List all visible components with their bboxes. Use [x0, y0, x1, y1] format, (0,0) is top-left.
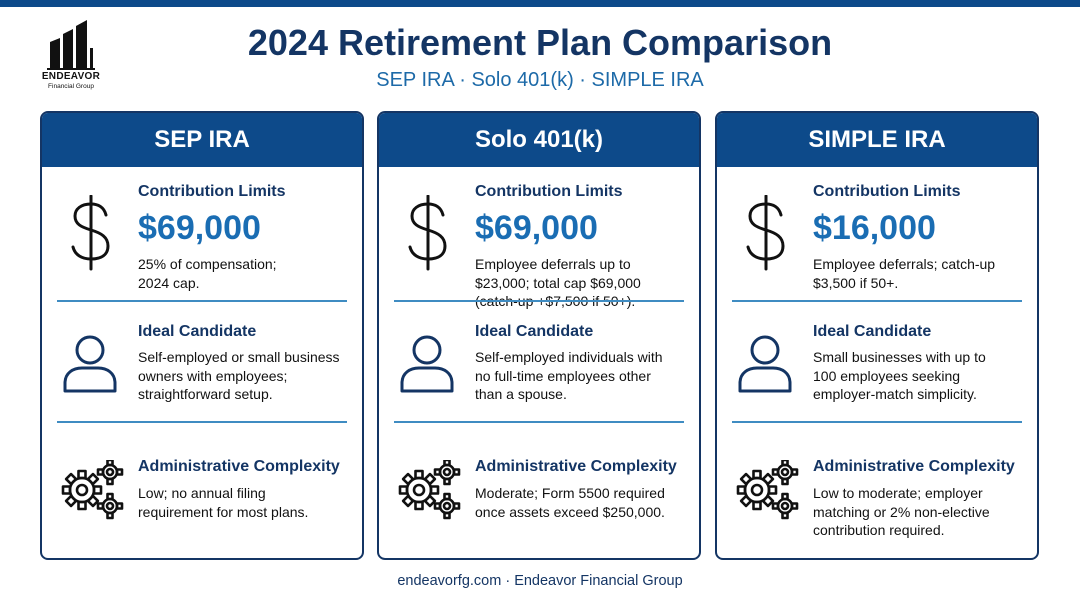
section-divider	[394, 300, 684, 302]
section-title: Administrative Complexity	[475, 458, 677, 475]
person-icon	[738, 335, 792, 393]
contribution-amount: $69,000	[475, 209, 598, 247]
section-title: Ideal Candidate	[813, 323, 932, 340]
section-divider	[57, 300, 347, 302]
text-line: than a spouse.	[475, 386, 567, 402]
admin-details: Moderate; Form 5500 required once assets…	[475, 484, 699, 521]
person-icon	[63, 335, 117, 393]
text-line: 100 employees seeking	[813, 367, 961, 384]
text-line: straightforward setup.	[138, 386, 273, 402]
text-line: matching or 2% non-elective	[813, 503, 990, 520]
admin-details: Low to moderate; employer matching or 2%…	[813, 484, 1037, 540]
section-divider	[57, 421, 347, 423]
gears-icon	[398, 460, 461, 520]
text-line: contribution required.	[813, 522, 945, 538]
card-title: SEP IRA	[42, 113, 362, 167]
section-divider	[732, 300, 1022, 302]
text-line: Small businesses with up to	[813, 349, 986, 365]
section-title: Ideal Candidate	[475, 323, 594, 340]
contribution-amount: $16,000	[813, 209, 936, 247]
page-subtitle: SEP IRA · Solo 401(k) · SIMPLE IRA	[376, 69, 704, 91]
section-title: Contribution Limits	[475, 183, 623, 200]
person-icon	[400, 335, 454, 393]
text-line: 25% of compensation;	[138, 256, 277, 272]
gears-icon	[61, 460, 124, 520]
brand-name: ENDEAVOR	[41, 71, 101, 82]
text-line: Employee deferrals up to	[475, 256, 631, 272]
card-title: SIMPLE IRA	[717, 113, 1037, 167]
contribution-details: Employee deferrals; catch-up $3,500 if 5…	[813, 255, 1037, 292]
text-line: once assets exceed $250,000.	[475, 503, 665, 520]
section-divider	[732, 421, 1022, 423]
plan-card-simple-ira: SIMPLE IRA Contribution Limits $16,000 E…	[715, 111, 1039, 560]
text-line: owners with employees;	[138, 367, 288, 384]
gears-icon	[736, 460, 799, 520]
candidate-details: Small businesses with up to 100 employee…	[813, 348, 1037, 404]
dollar-sign-icon	[71, 195, 110, 271]
brand-logo: ENDEAVOR Financial Group	[38, 20, 104, 90]
candidate-details: Self-employed individuals with no full-t…	[475, 348, 699, 404]
text-line: Moderate; Form 5500 required	[475, 485, 665, 501]
text-line: $23,000; total cap $69,000	[475, 274, 641, 291]
section-title: Administrative Complexity	[813, 458, 1015, 475]
footer-credit: endeavorfg.com · Endeavor Financial Grou…	[397, 573, 683, 589]
plan-card-sep-ira: SEP IRA Contribution Limits $69,000 25% …	[40, 111, 364, 560]
section-title: Contribution Limits	[138, 183, 286, 200]
text-line: requirement for most plans.	[138, 503, 309, 520]
section-divider	[394, 421, 684, 423]
top-accent-bar	[0, 0, 1080, 7]
contribution-amount: $69,000	[138, 209, 261, 247]
text-line: employer-match simplicity.	[813, 386, 977, 402]
candidate-details: Self-employed or small business owners w…	[138, 348, 362, 404]
page-title: 2024 Retirement Plan Comparison	[247, 22, 833, 63]
text-line: no full-time employees other	[475, 367, 651, 384]
text-line: Self-employed individuals with	[475, 349, 663, 365]
text-line: 2024 cap.	[138, 274, 200, 291]
contribution-details: Employee deferrals up to $23,000; total …	[475, 255, 699, 311]
card-title: Solo 401(k)	[379, 113, 699, 167]
text-line: Self-employed or small business	[138, 349, 340, 365]
text-line: Low to moderate; employer	[813, 485, 983, 501]
section-title: Contribution Limits	[813, 183, 961, 200]
dollar-sign-icon	[746, 195, 785, 271]
plan-card-solo-401k: Solo 401(k) Contribution Limits $69,000 …	[377, 111, 701, 560]
section-title: Administrative Complexity	[138, 458, 340, 475]
building-logo-icon	[47, 20, 95, 70]
brand-tagline: Financial Group	[48, 83, 94, 90]
text-line: Low; no annual filing	[138, 485, 266, 501]
text-line: $3,500 if 50+.	[813, 274, 899, 291]
text-line: Employee deferrals; catch-up	[813, 256, 996, 272]
dollar-sign-icon	[408, 195, 447, 271]
contribution-details: 25% of compensation; 2024 cap.	[138, 255, 362, 292]
admin-details: Low; no annual filing requirement for mo…	[138, 484, 362, 521]
section-title: Ideal Candidate	[138, 323, 257, 340]
